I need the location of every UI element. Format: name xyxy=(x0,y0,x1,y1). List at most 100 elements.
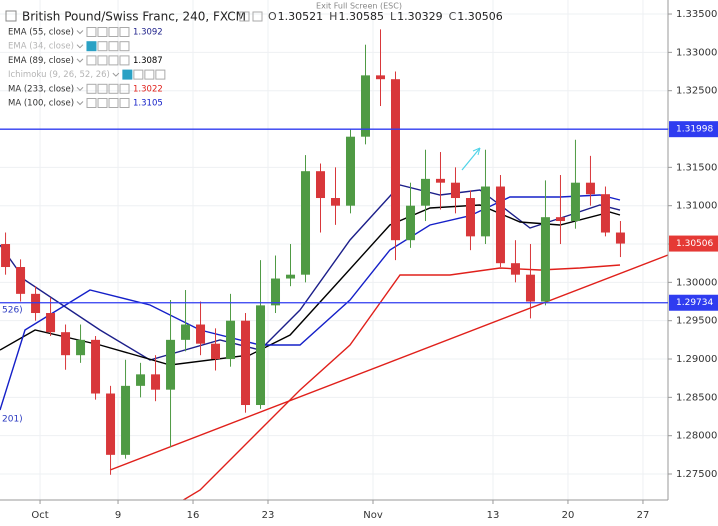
candle-body xyxy=(46,313,56,333)
ohlc-value: 1.30506 xyxy=(457,10,503,23)
x-tick-label: 23 xyxy=(262,510,275,521)
ohlc-key: C xyxy=(449,10,457,23)
y-tick-label: 1.31500 xyxy=(676,162,717,173)
indicator-icon[interactable] xyxy=(97,55,108,66)
price-label-bg xyxy=(669,121,718,138)
indicator-icon[interactable] xyxy=(86,83,97,94)
cut-label: 201) xyxy=(2,414,23,424)
candle-body xyxy=(495,186,505,264)
candle-body xyxy=(196,324,206,344)
indicator-icon[interactable] xyxy=(97,27,108,37)
candle-body xyxy=(390,79,400,241)
exit-fullscreen[interactable]: Exit Full Screen (ESC) xyxy=(316,2,402,11)
indicator-icon[interactable] xyxy=(133,69,144,80)
price-label: 1.29734 xyxy=(676,298,713,308)
y-tick-label: 1.29500 xyxy=(676,316,717,327)
indicator-icon[interactable] xyxy=(119,83,130,94)
ohlc-value: 1.30329 xyxy=(397,10,443,23)
candle-body xyxy=(585,182,595,195)
x-tick-label: Oct xyxy=(31,510,48,521)
indicator-icon[interactable] xyxy=(108,55,119,66)
ohlc-key: H xyxy=(329,10,337,23)
y-tick-label: 1.33000 xyxy=(676,47,717,58)
candle-body xyxy=(166,339,176,390)
indicator-name: EMA (55, close) xyxy=(8,28,74,38)
candle-body xyxy=(525,274,535,302)
indicator-icon[interactable] xyxy=(97,41,108,52)
indicator-icon[interactable] xyxy=(155,69,166,80)
show-toggle[interactable] xyxy=(86,41,97,52)
ohlc-key: L xyxy=(390,10,397,23)
candle-body xyxy=(106,393,116,455)
candle-body xyxy=(345,136,355,206)
y-tick-label: 1.32500 xyxy=(676,86,717,97)
last-price-bg xyxy=(669,235,718,252)
ohlc-key: O xyxy=(268,10,277,23)
candle-body xyxy=(151,374,161,390)
x-tick-label: 9 xyxy=(115,510,121,521)
ohlc-value: 1.30521 xyxy=(278,10,324,23)
cut-label: 526) xyxy=(2,305,23,315)
y-tick-label: 1.27500 xyxy=(676,469,717,480)
last-price-label: 1.30506 xyxy=(676,239,713,249)
indicator-icon[interactable] xyxy=(108,98,119,108)
y-tick-label: 1.28000 xyxy=(676,431,717,442)
indicator-value: 1.3092 xyxy=(133,28,163,38)
indicator-name: EMA (34, close) xyxy=(8,42,74,52)
indicator-icon[interactable] xyxy=(86,98,97,108)
price-label-bg xyxy=(669,294,718,311)
indicator-icon[interactable] xyxy=(97,83,108,94)
indicator-icon[interactable] xyxy=(108,41,119,52)
candle-body xyxy=(1,244,11,268)
candle-body xyxy=(226,320,236,360)
candle-body xyxy=(16,267,26,294)
ohlc-value: 1.30585 xyxy=(338,10,384,23)
candle-body xyxy=(615,232,625,244)
indicator-icon[interactable] xyxy=(119,55,130,66)
indicator-icon[interactable] xyxy=(144,69,155,80)
candle-body xyxy=(91,339,101,394)
arrow-head xyxy=(472,147,481,156)
indicator-line xyxy=(0,194,621,411)
chart-title: British Pound/Swiss Franc, 240, FXCM xyxy=(22,10,246,24)
indicator-line xyxy=(109,254,668,471)
x-tick-label: 20 xyxy=(562,510,575,521)
y-tick-label: 1.28500 xyxy=(676,392,717,403)
candle-body xyxy=(360,75,370,137)
indicator-icon[interactable] xyxy=(119,98,130,108)
banner-bg xyxy=(300,0,418,12)
dropdown-icon xyxy=(76,58,84,63)
candle-body xyxy=(181,324,191,340)
plot-area xyxy=(0,29,668,500)
indicator-icon[interactable] xyxy=(119,41,130,52)
indicator-icon[interactable] xyxy=(108,83,119,94)
candle-body xyxy=(450,182,460,199)
indicator-name: EMA (89, close) xyxy=(8,56,74,66)
candle-body xyxy=(121,385,131,455)
y-tick-label: 1.31000 xyxy=(676,201,717,212)
indicator-icon[interactable] xyxy=(86,27,97,37)
collapse-icon[interactable] xyxy=(5,10,17,22)
indicator-name: Ichimoku (9, 26, 52, 26) xyxy=(8,70,110,80)
show-toggle[interactable] xyxy=(122,69,133,80)
indicator-icon[interactable] xyxy=(119,27,130,37)
indicator-icon[interactable] xyxy=(108,27,119,37)
y-tick-label: 1.30000 xyxy=(676,277,717,288)
candle-body xyxy=(136,374,146,386)
dropdown-icon xyxy=(76,86,84,92)
y-tick-label: 1.29000 xyxy=(676,354,717,365)
candle-body xyxy=(540,217,550,302)
indicator-icon[interactable] xyxy=(97,98,108,108)
candle-body xyxy=(570,182,580,222)
candle-body xyxy=(271,278,281,306)
y-tick-label: 1.33500 xyxy=(676,9,717,20)
indicator-value: 1.3105 xyxy=(133,99,163,109)
dropdown-icon xyxy=(76,30,84,35)
header-icon xyxy=(252,11,263,22)
candle-body xyxy=(435,178,445,183)
candle-body xyxy=(61,332,71,356)
x-tick-label: Nov xyxy=(363,510,383,521)
candle-body xyxy=(211,343,221,360)
candle-body xyxy=(256,305,266,406)
indicator-icon[interactable] xyxy=(86,55,97,66)
